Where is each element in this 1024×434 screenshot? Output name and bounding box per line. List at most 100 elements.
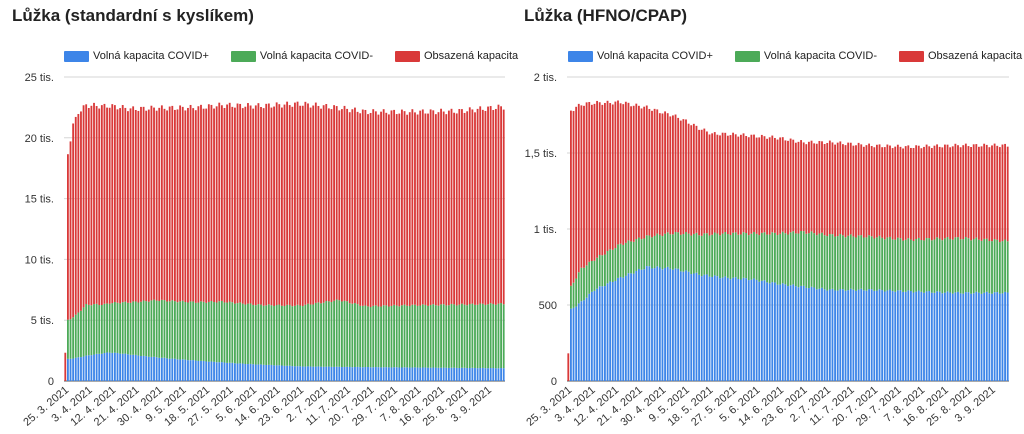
bar-segment [993, 292, 996, 381]
bar-segment [933, 292, 936, 381]
bar-segment [732, 277, 734, 381]
bar-segment [403, 367, 406, 381]
bar-segment [758, 235, 761, 282]
chart-panel-standard-oxygen: Lůžka (standardní s kyslíkem) Volná kapa… [12, 6, 518, 429]
bar-segment [377, 367, 380, 381]
bar-segment [116, 109, 119, 303]
bar-segment [416, 367, 419, 381]
bar-segment [411, 304, 414, 368]
bar-segment [664, 111, 666, 234]
bar-segment [614, 280, 617, 381]
bar-segment [236, 303, 239, 364]
y-tick-label: 25 tis. [25, 72, 54, 84]
bar-segment [598, 286, 601, 381]
bar-segment [226, 302, 229, 363]
bar-segment [907, 145, 910, 239]
bar-segment [949, 292, 952, 381]
bar-segment [158, 300, 161, 358]
bar-segment [703, 233, 706, 275]
bar-segment [254, 364, 257, 381]
bar-segment [288, 105, 291, 305]
bar-segment [737, 234, 740, 280]
bar-segment [249, 303, 252, 364]
bar-segment [849, 142, 852, 235]
bar-segment [721, 132, 724, 234]
bar-segment [254, 305, 257, 365]
bar-segment [679, 234, 682, 272]
bar-segment [800, 140, 802, 231]
bar-segment [896, 237, 899, 291]
bar-segment [82, 307, 85, 357]
bar-segment [787, 234, 789, 287]
bar-segment [766, 234, 768, 283]
bar-segment [119, 303, 122, 354]
bar-segment [899, 146, 902, 239]
bar-segment [223, 107, 226, 303]
bar-segment [593, 260, 596, 291]
bar-segment [401, 109, 403, 306]
bar-segment [301, 105, 304, 307]
bar-segment [335, 299, 338, 367]
bar-segment [166, 110, 168, 302]
bar-segment [590, 291, 593, 381]
bar-segment [826, 142, 829, 237]
bar-segment [231, 302, 234, 363]
bar-segment [666, 113, 669, 233]
bar-segment [828, 289, 831, 381]
bar-segment [682, 234, 685, 272]
bar-segment [645, 266, 648, 381]
bar-segment [252, 304, 255, 365]
bar-segment [474, 112, 476, 305]
bar-segment [395, 114, 398, 306]
bar-segment [920, 291, 923, 381]
bar-segment [978, 292, 980, 381]
bar-segment [944, 238, 946, 293]
bar-segment [847, 290, 850, 381]
bar-segment [640, 108, 643, 240]
bar-segment [340, 109, 343, 302]
bar-segment [82, 356, 85, 381]
bar-segment [868, 289, 870, 381]
bar-segment [698, 235, 700, 275]
bar-segment [291, 366, 294, 381]
bar-segment [983, 143, 986, 239]
bar-segment [808, 141, 810, 234]
bar-segment [836, 142, 839, 237]
bar-segment [67, 154, 69, 320]
bar-segment [611, 249, 614, 282]
bar-segment [427, 113, 429, 306]
bar-segment [677, 268, 680, 381]
bar-segment [463, 367, 466, 381]
bar-segment [745, 233, 748, 279]
bar-segment [461, 109, 463, 304]
bar-segment [891, 291, 894, 381]
bar-segment [202, 301, 205, 361]
bar-segment [80, 357, 82, 381]
bar-segment [100, 105, 103, 305]
bar-segment [294, 102, 296, 306]
bar-segment [962, 145, 965, 240]
bar-segment [672, 115, 674, 235]
bar-segment [398, 367, 401, 381]
bar-segment [596, 288, 598, 381]
bar-segment [988, 240, 991, 294]
bar-segment [967, 292, 970, 381]
bar-segment [928, 291, 931, 381]
bar-segment [327, 301, 330, 367]
bar-segment [226, 362, 229, 381]
bar-segment [638, 268, 640, 381]
bar-segment [614, 101, 617, 249]
bar-segment [484, 304, 487, 369]
bar-segment [860, 235, 863, 289]
bar-segment [273, 106, 275, 307]
bar-segment [716, 134, 719, 234]
bar-segment [202, 108, 205, 302]
bar-segment [724, 232, 727, 277]
bar-segment [653, 235, 656, 269]
bar-segment [401, 305, 403, 368]
bar-segment [432, 110, 435, 305]
bar-segment [883, 239, 886, 292]
bar-segment [967, 238, 970, 293]
bar-segment [220, 105, 223, 301]
bar-segment [419, 367, 422, 381]
